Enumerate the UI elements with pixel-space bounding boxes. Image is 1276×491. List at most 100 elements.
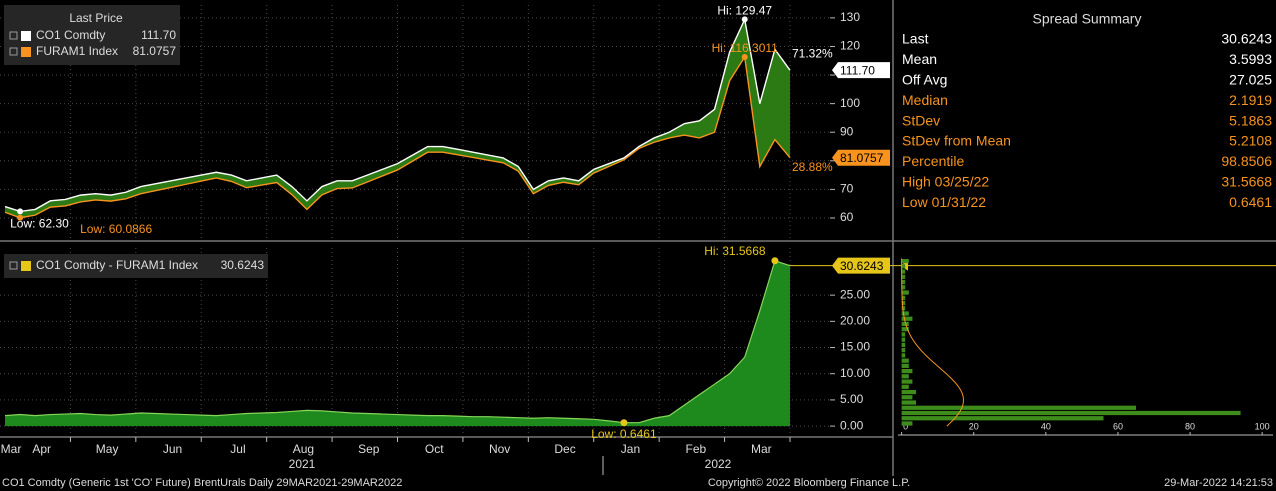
high-label: Hi: 31.5668 (704, 244, 766, 258)
summary-label: Last (902, 31, 929, 47)
hist-bar (901, 395, 913, 400)
x-tick-label: Nov (489, 442, 510, 456)
summary-title: Spread Summary (1033, 11, 1142, 27)
legend-expander (9, 31, 18, 40)
last-tag-label: 30.6243 (840, 259, 884, 273)
legend-name: CO1 Comdty (36, 28, 105, 42)
x-tick-label: Dec (554, 442, 575, 456)
y-tick-label: 10.00 (840, 366, 870, 380)
hist-bar (901, 311, 909, 316)
hist-bar (901, 279, 906, 285)
y-tick-label: 60 (840, 210, 854, 224)
x-tick-label: Mar (1, 442, 22, 456)
low-label: Low: 62.30 (10, 217, 69, 231)
low-marker (17, 214, 24, 221)
x-tick-label: Jan (621, 442, 640, 456)
hist-bar (901, 290, 909, 295)
legend-swatch (21, 261, 31, 271)
hist-bar (901, 379, 913, 384)
summary-label: Low 01/31/22 (902, 194, 986, 210)
summary-value: 30.6243 (1221, 31, 1272, 47)
price-line (4, 17, 791, 213)
summary-label: StDev (902, 112, 940, 128)
hist-bar (901, 374, 909, 379)
x-tick-label: Oct (425, 442, 444, 456)
y-tick-label: 90 (840, 124, 854, 138)
footer-center: Copyright© 2022 Bloomberg Finance L.P. (708, 477, 910, 489)
y-tick-label: 70 (840, 182, 854, 196)
last-tag (832, 149, 890, 166)
hist-bar (901, 405, 1136, 410)
legend-value: 30.6243 (221, 258, 265, 272)
x-tick-label: 40 (1041, 421, 1051, 431)
x-tick-label: Mar (751, 442, 772, 456)
summary-label: High 03/25/22 (902, 174, 989, 190)
y-tick-label: 25.00 (840, 287, 870, 301)
y-tick-label: 20.00 (840, 314, 870, 328)
summary-label: Off Avg (902, 72, 947, 88)
hist-bar (901, 363, 909, 368)
share-label: 71.32% (792, 46, 833, 60)
x-tick-label: 20 (969, 421, 979, 431)
high-marker (741, 16, 748, 23)
x-tick-label: May (96, 442, 119, 456)
hist-bar (901, 400, 917, 405)
summary-value: 5.2108 (1229, 133, 1272, 149)
x-tick-label: 80 (1185, 421, 1195, 431)
share-label: 28.88% (792, 160, 833, 174)
summary-value: 27.025 (1229, 72, 1272, 88)
high-label: Hi: 129.47 (717, 4, 772, 18)
hist-bar (901, 410, 1241, 416)
legend-value: 111.70 (141, 28, 176, 42)
hist-bar (901, 348, 906, 353)
summary-label: Median (902, 92, 948, 108)
hist-bar (901, 389, 917, 395)
legend-expander (9, 261, 18, 270)
summary-value: 2.1919 (1229, 92, 1272, 108)
legend-swatch (21, 47, 31, 57)
x-tick-label: Feb (686, 442, 707, 456)
x-tick-label: 60 (1113, 421, 1123, 431)
x-tick-label: Jun (163, 442, 182, 456)
low-label: Low: 60.0866 (80, 222, 152, 236)
high-label: Hi: 116.3011 (712, 41, 779, 55)
x-tick-label: Apr (32, 442, 51, 456)
spread-area (5, 260, 790, 427)
hist-bar (901, 274, 906, 279)
hist-bar (901, 295, 906, 300)
hist-bar (901, 342, 906, 348)
hist-bar (901, 332, 906, 337)
last-tag-label: 81.0757 (840, 151, 884, 165)
legend-box (4, 5, 180, 65)
x-tick-label: Sep (358, 442, 380, 456)
y-tick-label: 15.00 (840, 340, 870, 354)
hist-bar (901, 306, 906, 311)
year-label: 2022 (705, 457, 732, 471)
hist-bar (901, 416, 1104, 421)
hist-bar (901, 269, 906, 274)
hist-bar (901, 337, 906, 342)
hist-bar (901, 285, 906, 290)
x-tick-label: Aug (293, 442, 314, 456)
hist-bar (901, 321, 909, 327)
hist-bar (901, 353, 906, 358)
y-tick-label: 130 (840, 10, 860, 24)
low-marker (17, 208, 24, 215)
hist-bar (901, 316, 913, 321)
y-tick-label: 0.00 (840, 418, 864, 432)
legend-name: CO1 Comdty - FURAM1 Index (36, 258, 198, 272)
spread-line (4, 259, 791, 424)
legend-swatch (21, 31, 31, 41)
hist-bar (901, 384, 909, 389)
y-tick-label: 100 (840, 96, 860, 110)
y-tick-label: 5.00 (840, 392, 864, 406)
legend-expander (9, 47, 18, 56)
summary-label: Percentile (902, 153, 964, 169)
summary-value: 5.1863 (1229, 112, 1272, 128)
spread-band (5, 19, 790, 218)
normal-fit (901, 258, 964, 427)
footer-left: CO1 Comdty (Generic 1st 'CO' Future) Bre… (2, 477, 402, 489)
summary-label: StDev from Mean (902, 133, 1011, 149)
last-tag (832, 62, 890, 79)
